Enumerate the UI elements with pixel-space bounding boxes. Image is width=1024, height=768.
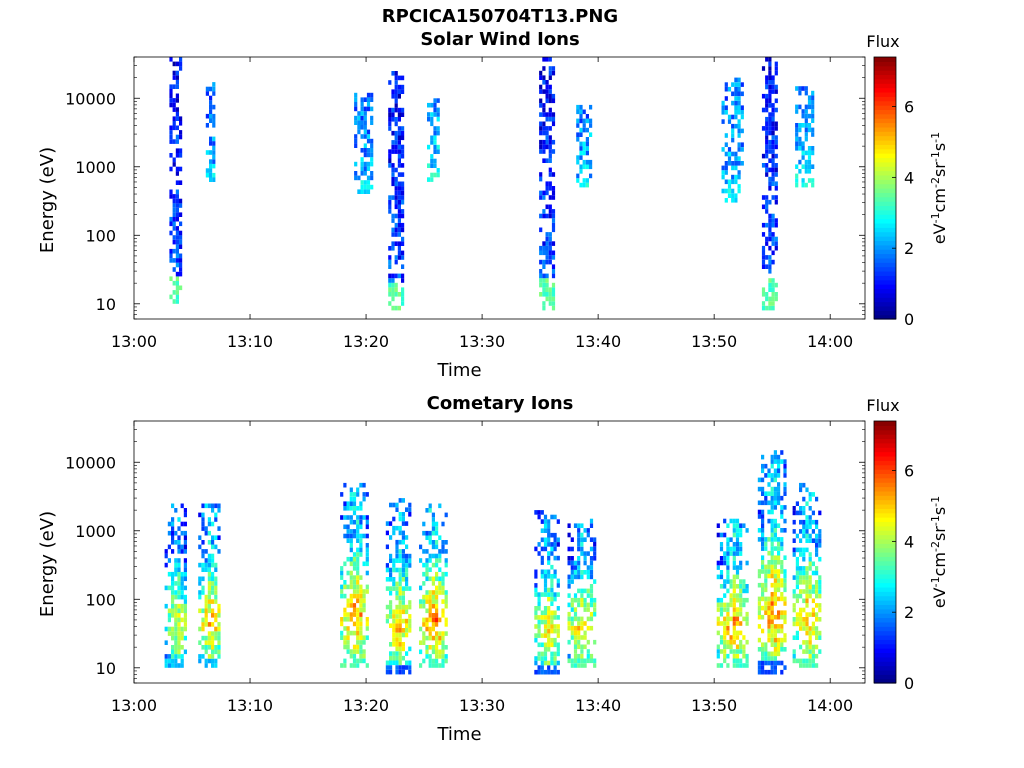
x-tick-label: 14:00 [807, 696, 853, 715]
x-tick-label: 13:10 [227, 696, 273, 715]
colorbar-frame [873, 420, 897, 684]
burst-7 [761, 57, 778, 311]
colorbar-title: Flux [866, 396, 899, 415]
burst-5 [534, 510, 560, 675]
burst-2 [388, 71, 405, 311]
burst-1 [205, 82, 216, 182]
plot-frame [133, 56, 866, 320]
colorbar-tick-label: 6 [904, 462, 914, 481]
y-axis-label: Energy (eV) [37, 511, 58, 617]
x-tick-label: 13:00 [111, 696, 157, 715]
x-tick-label: 13:20 [343, 696, 389, 715]
burst-1 [198, 503, 221, 668]
heatmap-cells [164, 450, 822, 675]
colorbar-tick-label: 4 [904, 168, 914, 187]
burst-7 [716, 518, 749, 668]
colorbar-tick-label: 4 [904, 532, 914, 551]
colorbar-tick-label: 2 [904, 603, 914, 622]
figure-title: RPCICA150704T13.PNG [381, 6, 619, 27]
y-tick-label: 10000 [65, 89, 116, 108]
x-tick-label: 13:40 [575, 696, 621, 715]
y-tick-label: 100 [85, 226, 116, 245]
x-tick-label: 13:00 [111, 332, 157, 351]
burst-9 [795, 86, 815, 188]
panel-solar-wind: 13:00 13:10 13:20 13:30 13:40 13:50 14:00 10 100… [37, 32, 949, 381]
x-tick-label: 13:30 [459, 696, 505, 715]
panel-cometary: 13:00 13:10 13:20 13:30 13:40 13:50 14:00 10 100… [37, 396, 949, 745]
colorbar-frame [873, 56, 897, 320]
burst-3 [354, 92, 374, 194]
x-tick-label: 13:30 [459, 332, 505, 351]
colorbar-units-label: eV-1cm-2sr-1s-1 [929, 496, 949, 608]
burst-8 [757, 450, 787, 675]
colorbar-tick-label: 2 [904, 239, 914, 258]
colorbar: 0 2 4 6 Flux eV-1cm-2sr-1s-1 [866, 32, 949, 329]
burst-2 [340, 482, 369, 668]
y-tick-label: 10 [96, 295, 116, 314]
colorbar-units-label: eV-1cm-2sr-1s-1 [929, 132, 949, 244]
burst-4 [427, 98, 440, 182]
burst-0 [164, 503, 187, 668]
heatmap-cells [169, 57, 815, 311]
colorbar-title: Flux [866, 32, 899, 51]
burst-4 [419, 503, 448, 668]
colorbar: 0 2 4 6 Flux eV-1cm-2sr-1s-1 [866, 396, 949, 693]
x-axis-label: Time [436, 724, 481, 745]
plot-frame [133, 420, 866, 684]
burst-0 [169, 57, 183, 304]
burst-3 [385, 498, 412, 675]
x-tick-label: 13:20 [343, 332, 389, 351]
y-tick-label: 100 [85, 590, 116, 609]
y-tick-label: 10 [96, 659, 116, 678]
colorbar-tick-label: 6 [904, 98, 914, 117]
colorbar-tick-label: 0 [904, 674, 914, 693]
burst-6 [567, 518, 597, 668]
x-tick-label: 14:00 [807, 332, 853, 351]
x-tick-label: 13:50 [691, 696, 737, 715]
panel-title-cometary: Cometary Ions [426, 393, 574, 414]
burst-8 [721, 77, 744, 203]
panel-title-solar-wind: Solar Wind Ions [420, 29, 580, 50]
burst-5 [539, 57, 556, 311]
y-tick-label: 1000 [75, 522, 116, 541]
y-tick-label: 1000 [75, 158, 116, 177]
burst-6 [576, 104, 593, 188]
burst-9 [792, 482, 822, 668]
colorbar-tick-label: 0 [904, 310, 914, 329]
x-tick-label: 13:10 [227, 332, 273, 351]
y-tick-label: 10000 [65, 453, 116, 472]
x-axis-label: Time [436, 360, 481, 381]
x-tick-label: 13:40 [575, 332, 621, 351]
x-tick-label: 13:50 [691, 332, 737, 351]
y-axis-label: Energy (eV) [37, 147, 58, 253]
